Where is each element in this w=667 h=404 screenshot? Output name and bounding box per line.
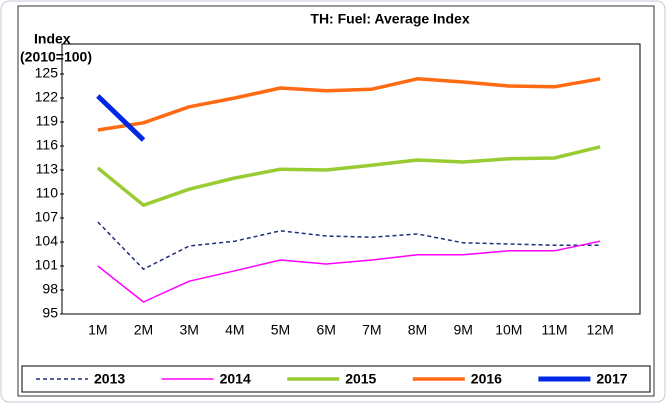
y-axis-title: Index [34,31,71,47]
legend-label: 2015 [345,371,376,387]
y-tick-label: 107 [35,209,59,225]
series-line [96,94,146,142]
x-tick-label: 2M [134,322,153,338]
series-line [96,145,601,207]
y-tick-label: 122 [35,89,59,105]
y-tick-label: 125 [35,65,59,81]
x-tick-label: 6M [316,322,335,338]
chart-title: TH: Fuel: Average Index [310,11,469,27]
y-tick-label: 95 [42,305,58,321]
legend-label: 2013 [94,371,125,387]
series-line [97,240,601,303]
legend-label: 2014 [220,371,251,387]
y-tick-label: 119 [36,113,59,129]
legend-label: 2016 [471,371,502,387]
series-line [97,77,601,132]
y-tick-label: 104 [35,233,59,249]
y-axis-title: (2010=100) [20,49,92,65]
y-tick-label: 110 [36,185,59,201]
series-line [97,221,601,270]
y-tick-label: 116 [36,137,59,153]
x-tick-label: 7M [362,322,381,338]
x-tick-label: 3M [179,322,198,338]
legend-label: 2017 [596,371,627,387]
chart-border [17,5,655,397]
x-tick-label: 9M [453,322,472,338]
legend [21,365,651,393]
x-tick-label: 1M [88,322,107,338]
y-tick-label: 98 [42,281,58,297]
x-tick-label: 10M [495,322,522,338]
x-tick-label: 11M [541,322,567,338]
y-tick-label: 113 [36,161,59,177]
x-tick-label: 5M [271,322,290,338]
plot-area [61,43,641,315]
x-tick-label: 4M [225,322,244,338]
y-tick-label: 101 [35,257,59,273]
x-tick-label: 8M [408,322,427,338]
x-tick-label: 12M [587,322,614,338]
